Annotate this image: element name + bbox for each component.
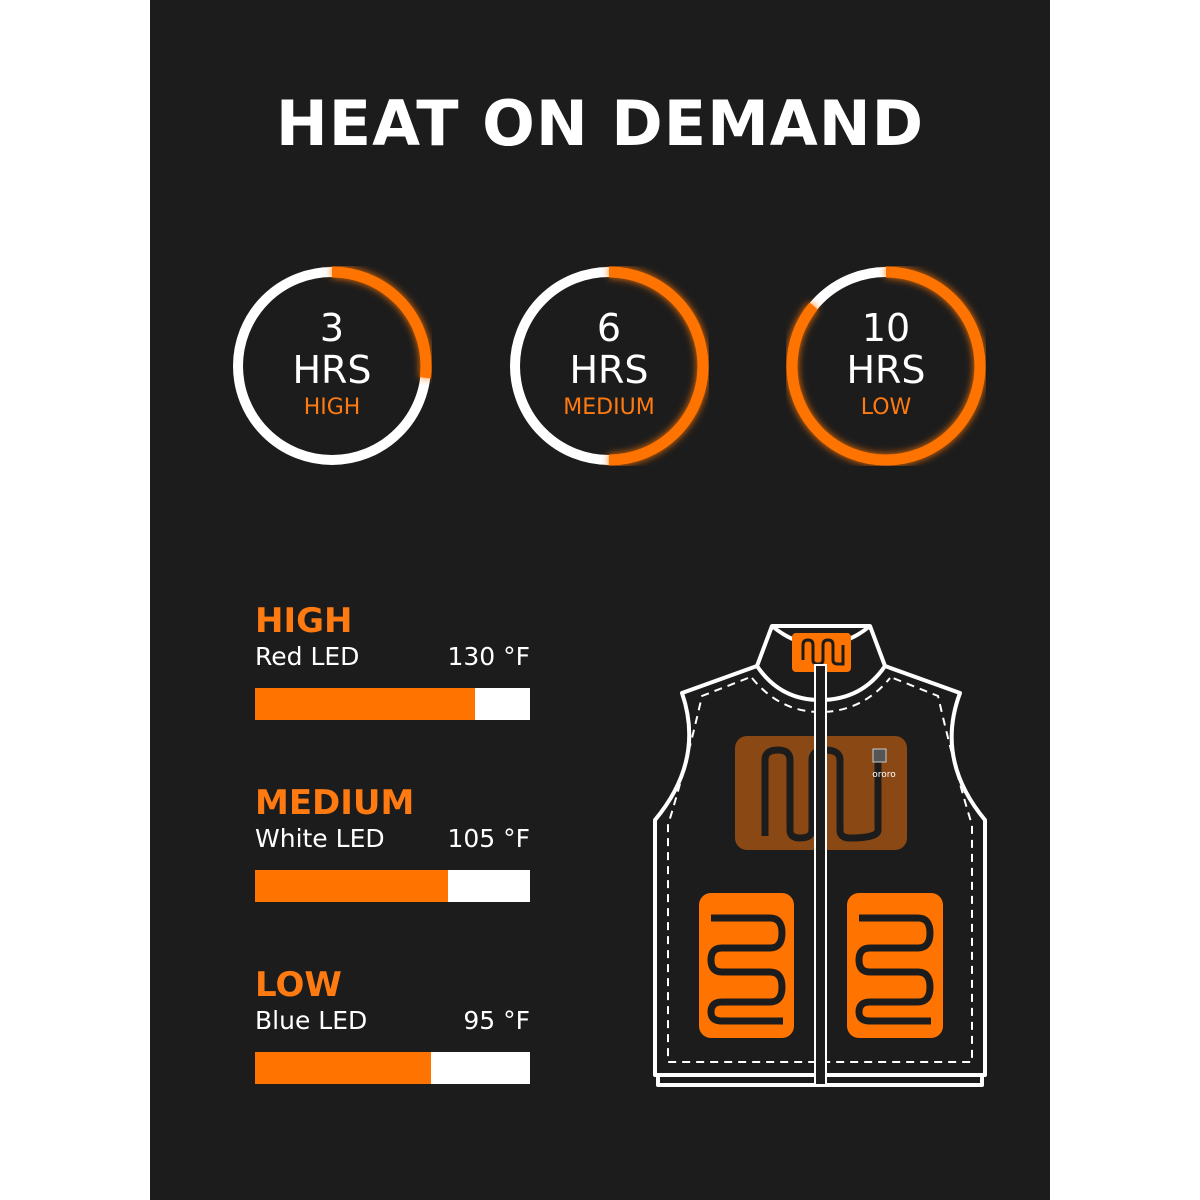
runtime-hours: 6 bbox=[596, 306, 622, 350]
page-title: HEAT ON DEMAND bbox=[275, 87, 925, 160]
runtime-unit: HRS bbox=[292, 348, 372, 392]
ring-arc bbox=[232, 266, 432, 466]
level-high: HIGH Red LED 130 °F bbox=[255, 602, 530, 720]
level-name: LOW bbox=[255, 965, 342, 1005]
ring-arc bbox=[786, 266, 986, 466]
brand-logo: ororo bbox=[872, 770, 896, 780]
temperature-bar-fill bbox=[255, 1052, 431, 1084]
runtime-hours: 3 bbox=[319, 306, 345, 350]
ring-arc bbox=[509, 266, 709, 466]
runtime-unit: HRS bbox=[569, 348, 649, 392]
temperature-bar bbox=[255, 688, 530, 720]
level-medium: MEDIUM White LED 105 °F bbox=[255, 784, 530, 902]
led-label: Red LED bbox=[255, 642, 360, 671]
runtime-level: HIGH bbox=[303, 395, 361, 420]
temperature-bar-fill bbox=[255, 870, 448, 902]
runtime-ring-low: 10 HRS LOW bbox=[786, 266, 986, 466]
runtime-level: LOW bbox=[860, 395, 912, 420]
led-label: White LED bbox=[255, 824, 385, 853]
heated-vest-illustration: ororo bbox=[653, 624, 987, 1087]
temperature: 95 °F bbox=[463, 1006, 530, 1035]
runtime-level: MEDIUM bbox=[563, 395, 655, 420]
level-name: MEDIUM bbox=[255, 783, 415, 823]
level-name: HIGH bbox=[255, 601, 353, 641]
temperature-bar bbox=[255, 870, 530, 902]
runtime-ring-high: 3 HRS HIGH bbox=[232, 266, 432, 466]
temperature: 130 °F bbox=[447, 642, 530, 671]
temperature: 105 °F bbox=[447, 824, 530, 853]
led-label: Blue LED bbox=[255, 1006, 368, 1035]
level-low: LOW Blue LED 95 °F bbox=[255, 966, 530, 1084]
runtime-ring-medium: 6 HRS MEDIUM bbox=[509, 266, 709, 466]
temperature-bar bbox=[255, 1052, 530, 1084]
brand-logo-icon bbox=[872, 748, 887, 763]
runtime-hours: 10 bbox=[861, 306, 911, 350]
temperature-bar-fill bbox=[255, 688, 475, 720]
runtime-unit: HRS bbox=[846, 348, 926, 392]
